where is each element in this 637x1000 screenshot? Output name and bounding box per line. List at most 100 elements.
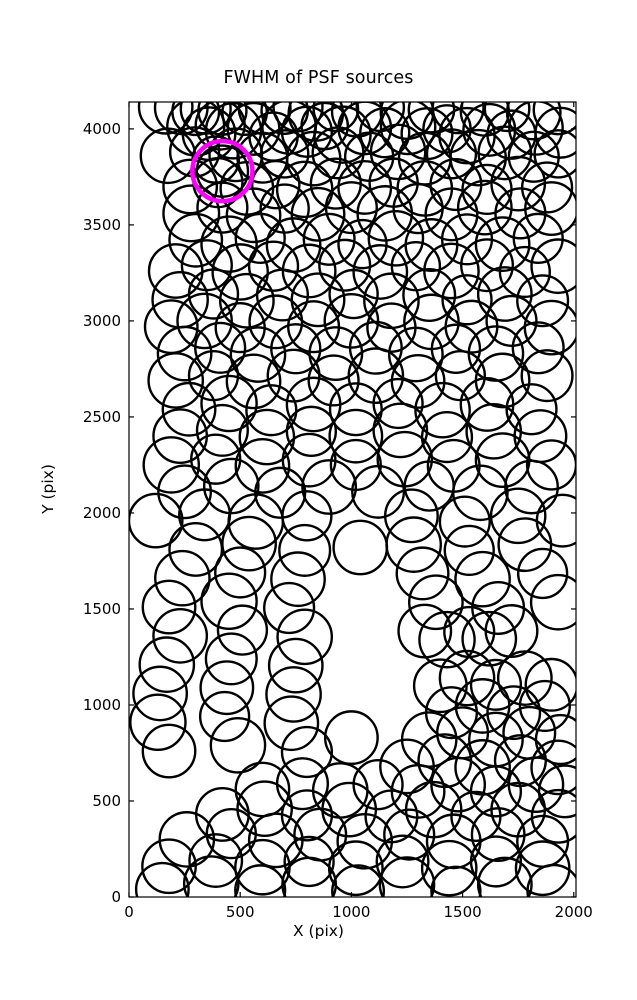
psf-circle bbox=[430, 756, 487, 813]
psf-circle bbox=[238, 408, 296, 466]
psf-circle bbox=[513, 409, 568, 464]
psf-circle bbox=[168, 212, 224, 268]
psf-circle bbox=[383, 808, 436, 861]
psf-circle bbox=[504, 459, 559, 515]
psf-circle bbox=[486, 685, 542, 741]
psf-circle bbox=[151, 271, 209, 329]
y-tick-label: 500 bbox=[92, 791, 121, 810]
psf-circle bbox=[281, 243, 337, 299]
psf-circle bbox=[309, 157, 362, 210]
psf-circle bbox=[324, 181, 378, 235]
psf-circle bbox=[332, 519, 389, 576]
psf-circle bbox=[532, 102, 576, 136]
psf-circle bbox=[200, 572, 258, 631]
psf-circle bbox=[395, 546, 450, 601]
psf-circle bbox=[407, 102, 456, 134]
psf-circle bbox=[194, 102, 246, 151]
psf-circle bbox=[196, 181, 249, 234]
psf-circle bbox=[459, 377, 515, 432]
psf-circle bbox=[178, 488, 232, 542]
highlighted-psf-circle bbox=[190, 138, 255, 204]
x-tick-label: 500 bbox=[225, 903, 255, 921]
psf-circle bbox=[423, 242, 480, 300]
psf-circle bbox=[202, 457, 260, 515]
psf-circle bbox=[430, 323, 482, 374]
psf-circle bbox=[430, 865, 482, 897]
psf-circle bbox=[311, 126, 365, 180]
psf-circle bbox=[129, 492, 184, 549]
psf-circle bbox=[352, 758, 404, 811]
psf-circle bbox=[534, 713, 576, 766]
psf-circle bbox=[134, 861, 190, 897]
psf-circle bbox=[198, 690, 251, 743]
psf-circle bbox=[132, 665, 189, 722]
psf-circle bbox=[529, 573, 576, 631]
psf-circle bbox=[216, 604, 269, 656]
psf-circle bbox=[199, 660, 255, 716]
psf-circle bbox=[283, 835, 335, 888]
psf-circle bbox=[280, 725, 334, 779]
psf-circle bbox=[496, 650, 553, 706]
psf-circle bbox=[461, 610, 518, 667]
psf-circle bbox=[229, 326, 287, 383]
psf-circle bbox=[512, 212, 564, 265]
psf-circle bbox=[372, 377, 424, 430]
psf-circle bbox=[498, 245, 551, 299]
y-tick-label: 2500 bbox=[82, 407, 121, 426]
psf-circle bbox=[267, 637, 324, 694]
psf-circle bbox=[147, 243, 204, 299]
page-title: FWHM of PSF sources bbox=[223, 68, 414, 88]
psf-circle bbox=[424, 187, 479, 242]
psf-circle bbox=[245, 384, 298, 437]
psf-circle bbox=[414, 381, 471, 439]
y-tick-label: 4000 bbox=[82, 119, 121, 138]
psf-circle bbox=[378, 856, 436, 897]
psf-circle bbox=[254, 466, 307, 519]
psf-circle bbox=[363, 272, 420, 330]
psf-circle bbox=[465, 402, 523, 460]
psf-circle bbox=[263, 695, 320, 752]
psf-circle bbox=[520, 349, 574, 403]
psf-circle bbox=[211, 243, 269, 301]
psf-circle bbox=[524, 657, 576, 712]
psf-circle bbox=[142, 436, 201, 494]
psf-circle bbox=[225, 187, 282, 244]
psf-circle bbox=[328, 382, 383, 437]
psf-circle bbox=[138, 636, 196, 693]
psf-circle bbox=[379, 102, 437, 156]
psf-circle bbox=[441, 274, 493, 326]
psf-circle bbox=[516, 547, 569, 600]
psf-circle bbox=[281, 856, 338, 897]
psf-circle bbox=[218, 272, 275, 329]
psf-circle bbox=[204, 632, 258, 686]
psf-circle bbox=[530, 739, 576, 796]
y-tick-label: 3000 bbox=[82, 311, 121, 330]
psf-circles-layer bbox=[129, 102, 576, 897]
psf-circle bbox=[518, 679, 571, 733]
psf-circle bbox=[336, 812, 394, 870]
psf-circle bbox=[195, 403, 249, 457]
psf-circle bbox=[247, 240, 300, 292]
psf-circle bbox=[460, 238, 515, 293]
axis-ticks-layer bbox=[128, 102, 576, 898]
psf-circle bbox=[387, 326, 444, 383]
y-tick-label: 3500 bbox=[82, 215, 121, 234]
psf-circle bbox=[313, 105, 372, 164]
psf-circle bbox=[505, 383, 558, 436]
psf-circle bbox=[438, 649, 496, 707]
psf-circle bbox=[385, 516, 442, 573]
psf-circle bbox=[234, 438, 291, 494]
psf-circle bbox=[141, 838, 197, 895]
psf-circle bbox=[168, 521, 224, 577]
psf-circle bbox=[194, 321, 247, 374]
psf-circle bbox=[137, 102, 194, 135]
psf-circle bbox=[375, 834, 430, 889]
psf-circle bbox=[205, 807, 257, 860]
axes-frame bbox=[128, 101, 577, 898]
x-tick-label: 1000 bbox=[332, 903, 371, 921]
psf-circle bbox=[221, 515, 277, 572]
psf-circle bbox=[182, 855, 240, 897]
y-tick-label: 1000 bbox=[82, 695, 121, 714]
psf-circle bbox=[225, 353, 282, 410]
